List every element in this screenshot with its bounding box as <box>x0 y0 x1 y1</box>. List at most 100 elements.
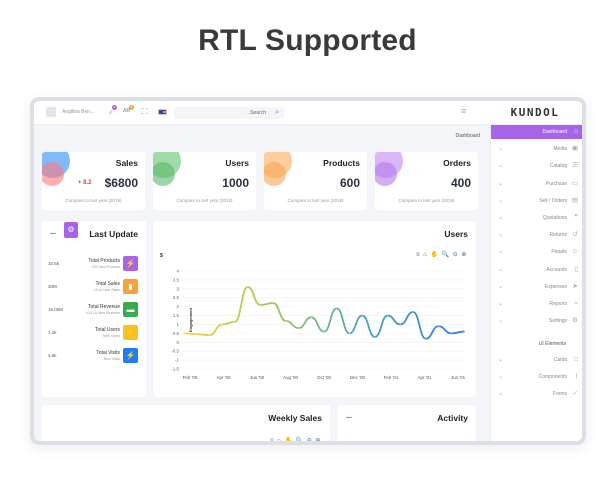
language-label[interactable]: AR <box>122 108 131 114</box>
data-point <box>208 334 211 336</box>
sidebar-item-label: Cards <box>553 357 567 363</box>
chevron-down-icon: ⌄ <box>498 249 504 256</box>
card-menu-icon[interactable]: ... <box>346 413 352 420</box>
sidebar-item-cards[interactable]: ⌄ Cards □ <box>491 353 582 367</box>
list-item-value: 10.5k <box>48 261 60 266</box>
flag-icon[interactable] <box>158 109 167 115</box>
decorative-circle <box>264 162 286 186</box>
bars-icon: ▮ <box>123 279 138 294</box>
stat-title: Orders <box>443 158 471 168</box>
report-icon: ⌁ <box>574 300 578 307</box>
card-icon: ▭ <box>571 179 578 187</box>
stat-title: Products <box>323 158 360 168</box>
data-point <box>361 314 363 317</box>
settings-fab-icon[interactable]: ⚙ <box>64 222 78 238</box>
sidebar-item-label: Settings <box>548 318 567 325</box>
search-icon[interactable]: ⌕ <box>275 109 279 116</box>
list-item-name: Total Sales <box>95 281 120 287</box>
data-point <box>463 330 465 333</box>
y-tick-label: -1 <box>175 358 179 363</box>
list-item: 30M Total Sales 15 Lk New Sales ▮ <box>48 278 142 296</box>
sidebar-item-dashboard[interactable]: Dashboard ⌂ <box>491 125 582 139</box>
chevron-down-icon: ⌄ <box>498 374 504 381</box>
data-point <box>387 314 389 317</box>
card-title: Users <box>444 229 468 239</box>
x-tick-label: Aug '00 <box>283 375 299 380</box>
stat-value: 400 <box>450 176 471 190</box>
x-tick-label: Oct '00 <box>317 375 332 380</box>
breadcrumb-item[interactable]: Dashboard <box>455 133 480 139</box>
sidebar-item-expenses[interactable]: ⌄ Expenses ➤ <box>491 280 582 294</box>
sidebar-item-purchase[interactable]: ⌄ Purchase ▭ <box>491 177 582 191</box>
chevron-down-icon: ⌄ <box>498 283 504 290</box>
y-tick-label: 3.5 <box>173 277 180 282</box>
sidebar-item-people[interactable]: ⌄ People ☺ <box>491 245 582 259</box>
search-bar[interactable]: ..Search ⌕ <box>174 107 284 119</box>
chevron-down-icon: ⌄ <box>498 318 504 325</box>
stat-card-products: Products 600 Compare to last year (2019) <box>264 152 367 210</box>
sidebar-item-reports[interactable]: ⌄ Reports ⌁ <box>491 297 582 311</box>
stat-compare: Compare to last year (2019) <box>65 198 122 203</box>
chevron-down-icon: ⌄ <box>498 197 504 204</box>
chevron-down-icon: ⌄ <box>498 232 504 239</box>
chevron-down-icon: ⌄ <box>498 266 504 273</box>
bell-icon[interactable]: ♪ <box>108 107 113 116</box>
list-item-value: 4.6k <box>48 353 57 358</box>
avatar[interactable] <box>46 107 56 117</box>
users-chart-card: Users ≡ ⌂ ✋ 🔍 ⊖ ⊕ $ 4 3.5 3 2.5 2 1.5 1 0.5 0 -0.… <box>154 221 476 397</box>
sidebar-item-sell-orders[interactable]: ⌄ Sell / Orders ▤ <box>491 194 582 208</box>
data-point <box>259 304 261 306</box>
clipboard-icon: ▤ <box>571 196 578 204</box>
data-point <box>399 323 401 326</box>
data-point <box>285 320 287 322</box>
people-icon: ☺ <box>571 248 578 256</box>
y-tick-label: 0 <box>176 340 179 345</box>
check-icon: ✓ <box>572 390 578 398</box>
chart-toolbar[interactable]: ≡ ⌂ ✋ 🔍 ⊖ ⊕ <box>416 252 468 258</box>
list-item-name: Total Visits <box>96 350 120 356</box>
weekly-sales-card: Weekly Sales ≡ ⌂ ✋ 🔍 ⊖ ⊕ <box>42 405 330 444</box>
stat-card-orders: Orders 400 Compare to last year (2019) <box>375 152 478 210</box>
list-item-sub: New Users <box>102 334 120 338</box>
y-axis-label: Engagement <box>188 307 193 332</box>
catalog-icon: ☰ <box>572 162 578 170</box>
list-item-value: 30M <box>48 284 57 289</box>
bolt-icon: ⚡ <box>123 325 138 340</box>
sidebar-item-forms[interactable]: ⌄ Forms ✓ <box>491 387 582 401</box>
data-point <box>374 336 376 338</box>
list-item-sub: New Visits <box>103 357 120 361</box>
sidebar-item-catalog[interactable]: ⌄ Catalog ☰ <box>491 159 582 173</box>
sidebar-item-label: Components <box>538 374 567 381</box>
sidebar-item-accounts[interactable]: ⌄ Accounts ▯ <box>491 263 582 277</box>
list-item-value: 15,00M <box>48 307 64 312</box>
data-point <box>247 286 249 288</box>
search-input[interactable]: ..Search <box>247 110 266 116</box>
list-item-name: Total Users <box>94 327 120 333</box>
y-tick-label: 1 <box>176 322 179 327</box>
stat-card-sales: Sales $6800 + 8.2 Compare to last year (201… <box>42 152 145 210</box>
list-item: 15,00M Total Revenue 10.5 Lk New Revenue ▬ <box>48 301 142 319</box>
sidebar-item-components[interactable]: ⌄ Components ⌇ <box>491 370 582 384</box>
chevron-down-icon: ⌄ <box>498 301 504 307</box>
sidebar-item-label: Forms <box>552 391 567 398</box>
stat-title: Sales <box>115 158 138 168</box>
sidebar-item-settings[interactable]: ⌄ Settings ⚙ <box>491 314 582 328</box>
menu-toggle-icon[interactable]: ≡ <box>461 106 467 116</box>
sidebar-item-quotations[interactable]: ⌄ Quotations ❞ <box>491 211 582 225</box>
sidebar-item-label: Media <box>553 146 567 153</box>
sidebar-item-label: People <box>551 249 567 256</box>
stat-value: $6800 <box>104 176 138 190</box>
data-point <box>425 338 427 340</box>
sidebar-item-media[interactable]: ⌄ Media ▣ <box>491 142 582 156</box>
user-name[interactable]: Angilina Ben... <box>62 109 95 115</box>
fullscreen-icon[interactable]: ⛶ <box>141 107 148 116</box>
chevron-down-icon: ⌄ <box>498 163 504 170</box>
decorative-circle <box>153 162 175 186</box>
chart-toolbar[interactable]: ≡ ⌂ ✋ 🔍 ⊖ ⊕ <box>270 438 322 444</box>
stat-compare: Compare to last year (2019) <box>287 198 344 203</box>
stat-title: Users <box>225 158 249 168</box>
x-tick-label: Feb '00 <box>183 375 198 380</box>
sidebar-item-returns[interactable]: ⌄ Returns ↺ <box>491 228 582 242</box>
card-menu-icon[interactable]: ... <box>50 229 56 236</box>
sidebar-item-label: Expenses <box>545 283 567 290</box>
